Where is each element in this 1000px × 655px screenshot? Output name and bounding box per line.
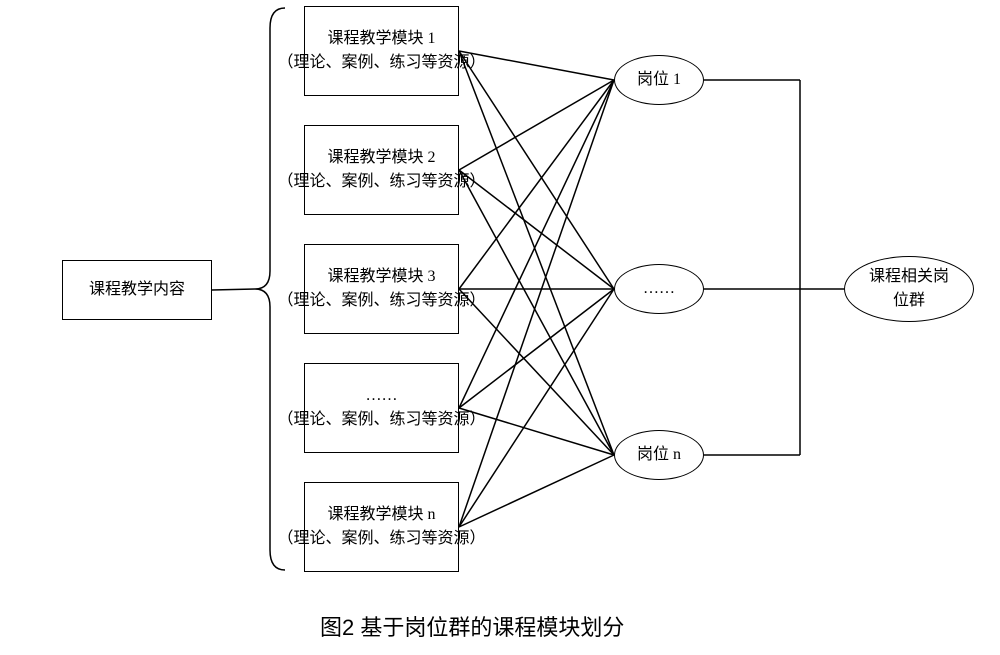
module-2-sub: （理论、案例、练习等资源） — [278, 170, 486, 194]
root-label: 课程教学内容 — [89, 278, 185, 302]
position-group-line2: 位群 — [893, 289, 925, 313]
position-group-node: 课程相关岗 位群 — [844, 256, 974, 322]
module-ellipsis-node: …… （理论、案例、练习等资源） — [304, 363, 459, 453]
module-ellipsis-sub: （理论、案例、练习等资源） — [278, 408, 486, 432]
module-3-sub: （理论、案例、练习等资源） — [278, 289, 486, 313]
root-node: 课程教学内容 — [62, 260, 212, 320]
module-1-sub: （理论、案例、练习等资源） — [278, 51, 486, 75]
module-n-node: 课程教学模块 n （理论、案例、练习等资源） — [304, 482, 459, 572]
figure-caption-text: 图2 基于岗位群的课程模块划分 — [320, 615, 624, 640]
module-3-title: 课程教学模块 3 — [327, 265, 435, 289]
connector-lines — [0, 0, 1000, 655]
position-ellipsis-node: …… — [614, 264, 704, 314]
position-group-line1: 课程相关岗 — [869, 265, 949, 289]
module-2-title: 课程教学模块 2 — [327, 146, 435, 170]
diagram-container: 课程教学内容 课程教学模块 1 （理论、案例、练习等资源） 课程教学模块 2 （… — [0, 0, 1000, 655]
module-1-node: 课程教学模块 1 （理论、案例、练习等资源） — [304, 6, 459, 96]
position-1-node: 岗位 1 — [614, 55, 704, 105]
module-2-node: 课程教学模块 2 （理论、案例、练习等资源） — [304, 125, 459, 215]
module-n-title: 课程教学模块 n — [327, 503, 435, 527]
module-3-node: 课程教学模块 3 （理论、案例、练习等资源） — [304, 244, 459, 334]
position-n-label: 岗位 n — [637, 443, 681, 467]
figure-caption: 图2 基于岗位群的课程模块划分 — [320, 610, 624, 642]
module-1-title: 课程教学模块 1 — [327, 27, 435, 51]
position-ellipsis-label: …… — [643, 277, 675, 301]
position-n-node: 岗位 n — [614, 430, 704, 480]
module-n-sub: （理论、案例、练习等资源） — [278, 527, 486, 551]
module-ellipsis-title: …… — [366, 384, 398, 408]
position-1-label: 岗位 1 — [637, 68, 681, 92]
